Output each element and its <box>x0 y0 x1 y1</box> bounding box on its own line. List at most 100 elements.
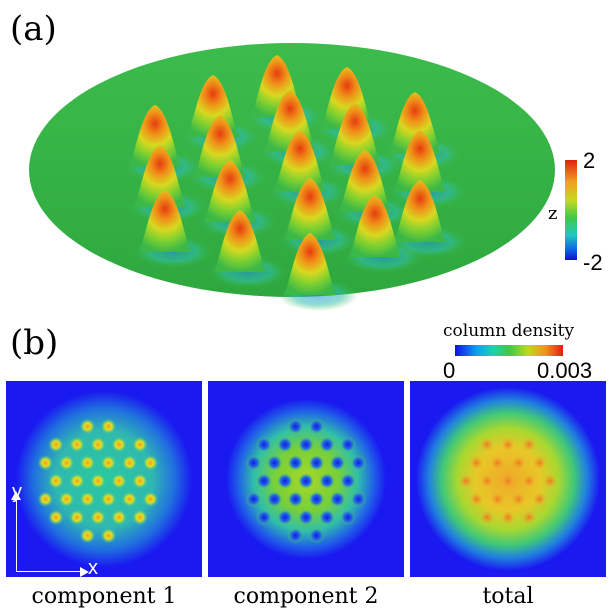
density-spot <box>459 474 473 488</box>
surface-peak <box>349 195 401 257</box>
x-axis-arrow <box>16 571 82 572</box>
colorbar-a <box>565 160 577 260</box>
component-1-vortices <box>37 418 159 544</box>
surface-peak <box>339 150 391 212</box>
vortex-spot <box>100 454 117 471</box>
vortex-hole <box>266 454 283 471</box>
density-spot <box>469 455 484 470</box>
vortex-spot <box>111 509 127 526</box>
vortex-spot <box>79 454 96 471</box>
colorbar-b-title: column density <box>443 321 575 341</box>
surface-peak <box>129 105 181 167</box>
surface-peak <box>394 180 446 242</box>
colorbar-b <box>455 345 563 356</box>
vortex-hole <box>340 436 356 453</box>
vortex-spot <box>132 473 148 489</box>
surface-peaks <box>129 55 446 295</box>
vortex-hole <box>256 473 272 489</box>
vortex-spot <box>69 509 85 526</box>
vortex-spot <box>79 527 96 544</box>
caption-total: total <box>482 584 534 609</box>
vortex-hole <box>287 491 304 508</box>
density-spot <box>522 474 536 488</box>
vortex-hole <box>319 473 335 489</box>
vortex-hole <box>245 454 262 471</box>
colorbar-b-max: 0.003 <box>537 358 593 383</box>
surface-peak <box>214 210 266 272</box>
density-spot <box>501 474 515 488</box>
vortex-spot <box>48 509 64 526</box>
vortex-spot <box>142 454 159 471</box>
vortex-spot <box>69 436 85 453</box>
vortex-spot <box>132 436 148 453</box>
surface-peak <box>394 130 446 192</box>
surface-peak <box>204 160 256 222</box>
colorbar-a-max: 2 <box>583 148 596 173</box>
x-arrow-head-icon <box>80 567 89 577</box>
vortex-spot <box>121 491 138 508</box>
vortex-hole <box>266 491 283 508</box>
colorbar-a-min: -2 <box>583 250 603 275</box>
vortex-hole <box>308 454 325 471</box>
vortex-hole <box>350 454 367 471</box>
vortex-spot <box>90 509 106 526</box>
vortex-hole <box>319 509 335 526</box>
surface-peak <box>274 130 326 192</box>
vortex-hole <box>308 527 325 544</box>
caption-component-2: component 2 <box>233 584 379 609</box>
vortex-hole <box>298 473 314 489</box>
vortex-spot <box>90 436 106 453</box>
density-spot <box>480 510 494 525</box>
vortex-hole <box>298 436 314 453</box>
x-axis-label: x <box>88 557 98 577</box>
y-axis-arrow <box>16 499 17 571</box>
surface-peak <box>134 145 186 207</box>
vortex-hole <box>277 473 293 489</box>
vortex-hole <box>340 509 356 526</box>
vortex-hole <box>277 509 293 526</box>
surface-plot-3d <box>29 43 555 311</box>
density-spot <box>501 510 515 525</box>
surface-peak <box>194 115 246 177</box>
density-spot <box>532 455 547 470</box>
vortex-spot <box>79 418 96 435</box>
surface-peak <box>139 190 191 252</box>
density-spot <box>532 492 547 507</box>
vortex-hole <box>287 527 304 544</box>
vortex-hole <box>277 436 293 453</box>
density-spot <box>522 437 536 452</box>
density-map-component-1: y x <box>6 381 202 577</box>
vortex-spot <box>90 473 106 489</box>
vortex-hole <box>298 509 314 526</box>
density-spot <box>501 437 515 452</box>
density-spot <box>522 510 536 525</box>
vortex-spot <box>37 491 54 508</box>
panel-b-label: (b) <box>10 323 59 363</box>
vortex-spot <box>100 491 117 508</box>
colorbar-a-axis-label: z <box>548 203 558 224</box>
density-map-component-2 <box>208 381 404 577</box>
density-map-total <box>410 381 606 577</box>
colorbar-b-min: 0 <box>443 358 456 383</box>
vortex-spot <box>132 509 148 526</box>
vortex-spot <box>58 491 75 508</box>
vortex-spot <box>48 473 64 489</box>
surface-peak <box>329 103 381 165</box>
surface-peak <box>284 233 336 295</box>
vortex-spot <box>100 527 117 544</box>
density-spot <box>480 437 494 452</box>
vortex-spot <box>79 491 96 508</box>
y-arrow-head-icon <box>11 491 21 500</box>
caption-component-1: component 1 <box>31 584 177 609</box>
vortex-spot <box>69 473 85 489</box>
vortex-spot <box>37 454 54 471</box>
vortex-hole <box>287 454 304 471</box>
density-spot <box>480 474 494 488</box>
y-axis-label: y <box>12 481 22 503</box>
density-spot <box>511 492 526 507</box>
vortex-hole <box>329 491 346 508</box>
surface-peak <box>284 178 336 240</box>
density-spot <box>543 474 557 488</box>
vortex-hole <box>319 436 335 453</box>
vortex-spot <box>100 418 117 435</box>
